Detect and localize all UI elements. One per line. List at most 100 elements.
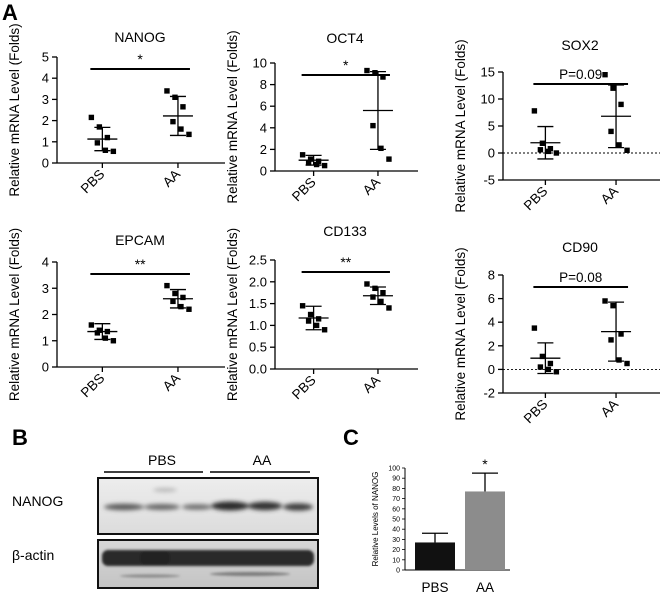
- data-point-aa: [170, 118, 176, 125]
- data-point-pbs: [102, 335, 109, 341]
- blot-bands-bactin: [102, 550, 314, 578]
- y-tick-label: -5: [483, 173, 495, 188]
- x-tick-label-pbs: PBS: [521, 397, 551, 427]
- y-axis-label: Relative mRNA Level (Folds): [453, 247, 468, 420]
- y-tick-label: 4: [42, 71, 49, 86]
- data-point-pbs: [307, 311, 314, 318]
- data-point-pbs: [299, 303, 306, 309]
- x-tick-label-aa: AA: [476, 580, 494, 595]
- data-point-pbs: [305, 318, 312, 324]
- data-point-aa: [170, 298, 176, 305]
- y-tick-label: 0: [488, 146, 495, 161]
- data-point-aa: [372, 70, 378, 76]
- data-point-aa: [610, 85, 616, 91]
- y-axis-label: Relative Levels of NANOG: [371, 472, 380, 567]
- chart-title: NANOG: [114, 29, 165, 45]
- data-point-pbs: [321, 162, 328, 169]
- chart-oct4: OCT4 Relative mRNA Level (Folds) 0 2 4 6 8 10 PB…: [225, 30, 418, 204]
- data-point-aa: [378, 298, 384, 305]
- y-tick-label: 90: [392, 476, 400, 483]
- significance-label: *: [343, 57, 349, 73]
- data-point-pbs: [545, 366, 552, 373]
- y-tick-label: 0: [396, 568, 400, 575]
- data-point-pbs: [94, 330, 101, 336]
- bar-pbs: [415, 542, 455, 570]
- data-point-aa: [380, 290, 386, 296]
- y-tick-label: 2.0: [249, 274, 267, 289]
- data-point-aa: [180, 104, 186, 110]
- y-axis-label: Relative mRNA Level (Folds): [7, 228, 22, 401]
- y-tick-label: 3: [42, 92, 49, 107]
- y-tick-label: 100: [388, 466, 400, 473]
- data-point-pbs: [553, 369, 560, 375]
- blot-group-label-pbs: PBS: [148, 452, 176, 468]
- y-axis-label: Relative mRNA Level (Folds): [225, 30, 240, 203]
- data-point-aa: [616, 142, 622, 148]
- data-point-pbs: [537, 364, 544, 370]
- data-point-pbs: [307, 156, 314, 162]
- x-tick-label-pbs: PBS: [521, 184, 551, 214]
- western-blot: PBS AA NANOG β-actin: [12, 452, 319, 589]
- data-point-pbs: [531, 108, 538, 114]
- blot-row-label-bactin: β-actin: [12, 547, 54, 563]
- y-tick-label: 10: [481, 92, 495, 107]
- blot-group-label-aa: AA: [253, 452, 272, 468]
- chart-title: SOX2: [561, 37, 599, 53]
- chart-title: EPCAM: [115, 232, 165, 248]
- y-tick-label: 6: [260, 99, 267, 114]
- y-tick-label: -2: [483, 386, 495, 401]
- y-tick-label: 20: [392, 547, 400, 554]
- data-point-aa: [602, 298, 608, 304]
- y-axis-label: Relative mRNA Level (Folds): [225, 228, 240, 401]
- bar-aa: [465, 491, 505, 570]
- y-tick-label: 4: [260, 120, 267, 135]
- chart-nanog: NANOG Relative mRNA Level (Folds) 0 1 2 3 4 5 PB…: [7, 23, 225, 197]
- y-tick-label: 30: [392, 537, 400, 544]
- y-axis-label: Relative mRNA Level (Folds): [7, 23, 22, 196]
- y-tick-label: 60: [392, 506, 400, 513]
- y-tick-label: 4: [488, 315, 495, 330]
- data-point-pbs: [321, 327, 328, 333]
- data-point-aa: [372, 285, 378, 292]
- data-point-aa: [616, 357, 622, 363]
- y-tick-label: 0.5: [249, 340, 267, 355]
- data-point-aa: [386, 305, 392, 311]
- data-point-aa: [370, 122, 376, 129]
- data-point-pbs: [88, 114, 95, 121]
- y-tick-label: 2: [488, 338, 495, 353]
- y-tick-label: 2: [42, 113, 49, 128]
- x-tick-label-pbs: PBS: [421, 580, 448, 595]
- data-point-aa: [610, 302, 616, 309]
- data-point-pbs: [299, 152, 306, 158]
- y-tick-label: 2.5: [249, 253, 267, 268]
- significance-label: P=0.08: [559, 270, 602, 285]
- data-point-pbs: [104, 134, 111, 141]
- data-point-aa: [178, 126, 184, 132]
- y-tick-label: 0: [488, 362, 495, 377]
- data-point-aa: [364, 67, 370, 74]
- data-point-aa: [370, 294, 376, 300]
- chart-epcam: EPCAM Relative mRNA Level (Folds) 0 1 2 3 4 PBS…: [7, 228, 225, 401]
- data-point-pbs: [110, 148, 117, 155]
- data-point-pbs: [553, 150, 560, 156]
- significance-label: **: [340, 254, 351, 270]
- x-tick-label-aa: AA: [598, 184, 621, 207]
- data-point-aa: [624, 360, 630, 367]
- significance-label: *: [137, 51, 143, 67]
- significance-label: P=0.09: [559, 67, 602, 82]
- y-tick-label: 0: [42, 360, 49, 375]
- y-tick-label: 80: [392, 486, 400, 493]
- y-axis-label: Relative mRNA Level (Folds): [453, 39, 468, 212]
- panel-label-a: A: [2, 0, 18, 25]
- data-point-pbs: [315, 158, 322, 164]
- data-point-pbs: [545, 148, 552, 155]
- chart-title: OCT4: [326, 30, 364, 46]
- data-point-aa: [618, 101, 624, 108]
- data-point-aa: [186, 306, 192, 312]
- y-tick-label: 50: [392, 517, 400, 524]
- y-tick-label: 0.0: [249, 362, 267, 377]
- y-tick-label: 2: [42, 307, 49, 322]
- y-tick-label: 1: [42, 134, 49, 149]
- data-point-pbs: [94, 140, 101, 146]
